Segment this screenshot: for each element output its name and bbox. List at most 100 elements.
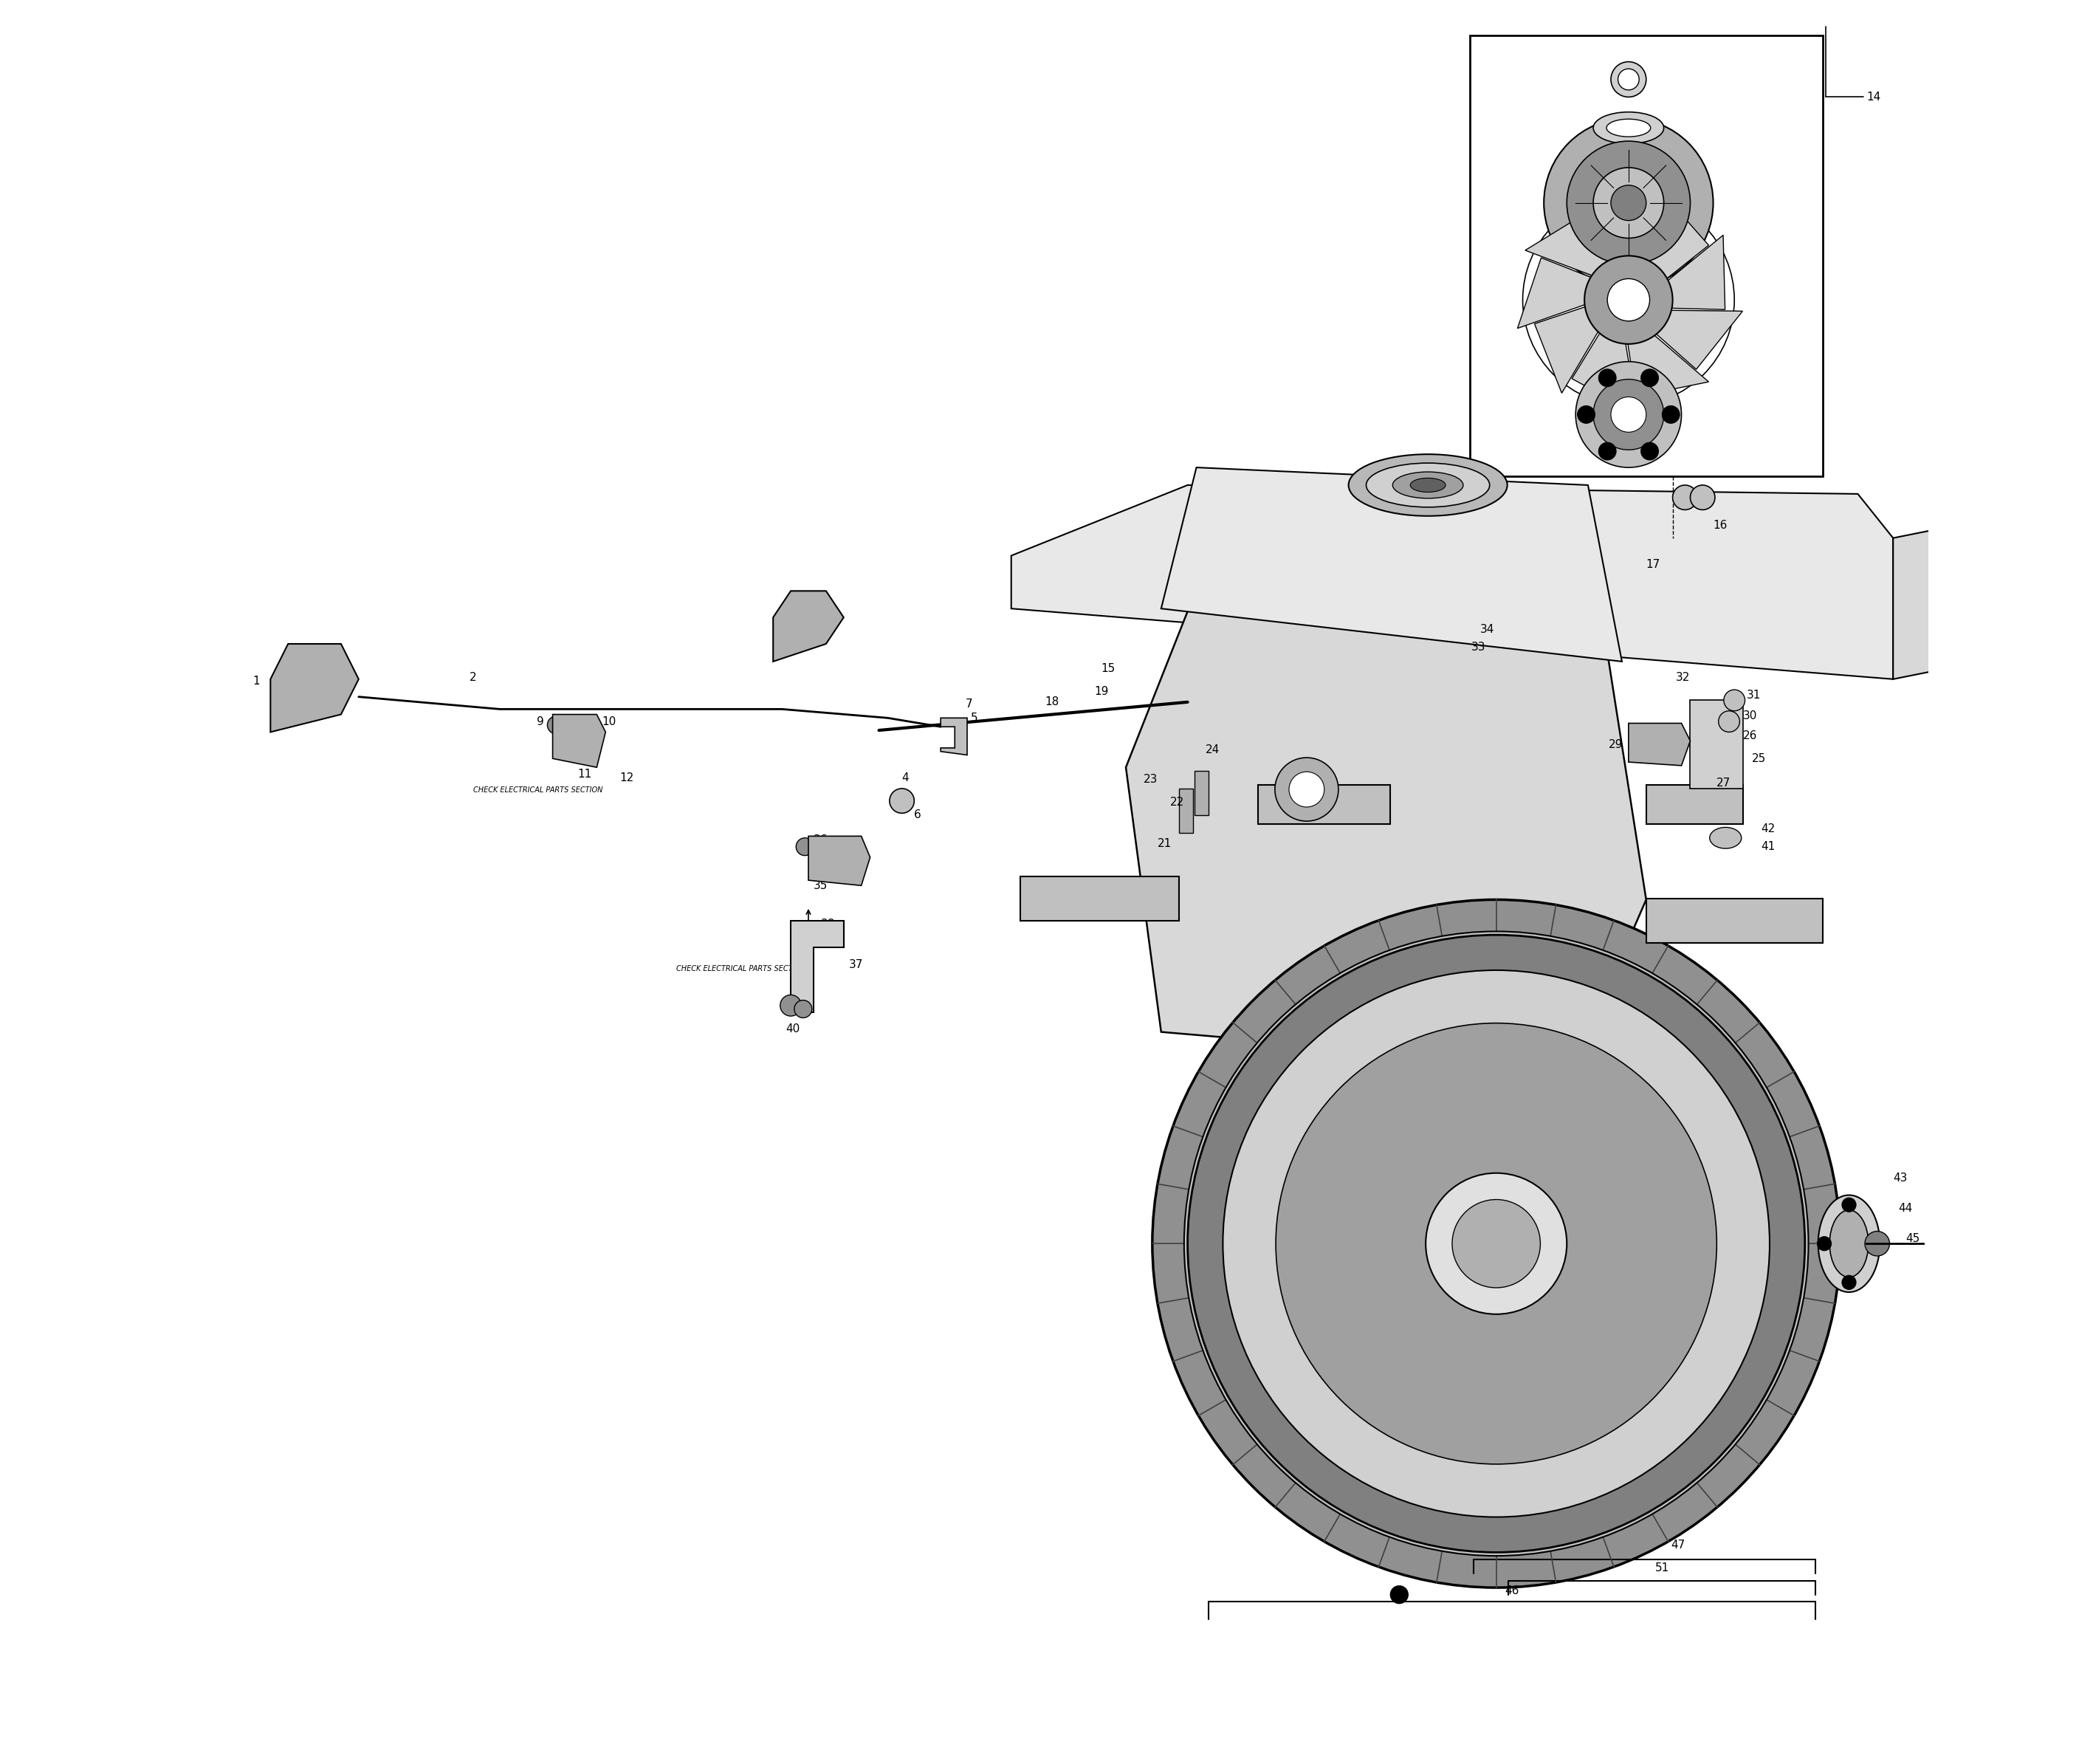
Polygon shape [940,718,967,755]
Polygon shape [270,644,358,732]
Text: 43: 43 [1892,1173,1907,1184]
Circle shape [1578,406,1595,423]
Circle shape [1289,773,1325,808]
Circle shape [1612,397,1647,432]
Text: 23: 23 [1143,774,1157,785]
Circle shape [1612,62,1647,97]
Circle shape [1865,1231,1890,1256]
Text: 17: 17 [1645,559,1660,570]
Text: CHECK ELECTRICAL PARTS SECTION: CHECK ELECTRICAL PARTS SECTION [473,787,603,794]
Circle shape [1599,369,1616,386]
Circle shape [1277,1023,1716,1464]
Circle shape [795,838,814,856]
Circle shape [1672,485,1697,510]
Circle shape [1842,1275,1856,1289]
Polygon shape [1628,723,1691,766]
Text: 15: 15 [1101,663,1116,674]
Ellipse shape [1593,113,1664,145]
Bar [1195,771,1210,815]
Circle shape [1612,185,1647,220]
Text: 12: 12 [620,773,634,783]
Bar [1691,700,1743,789]
Circle shape [890,789,915,813]
Circle shape [1187,935,1804,1552]
Text: 24: 24 [1206,744,1220,755]
Circle shape [1725,690,1746,711]
Text: 19: 19 [1095,686,1109,697]
Text: 44: 44 [1898,1203,1913,1214]
Circle shape [1390,1586,1409,1603]
Text: 32: 32 [1676,672,1691,683]
Circle shape [1568,141,1691,265]
Circle shape [1718,711,1739,732]
Circle shape [1817,1237,1831,1251]
Ellipse shape [1829,1210,1869,1277]
Polygon shape [1643,310,1743,369]
Circle shape [1618,69,1639,90]
Text: 18: 18 [1044,697,1059,707]
Circle shape [548,716,565,734]
Text: 47: 47 [1670,1540,1685,1551]
Bar [1647,900,1823,944]
Text: 33: 33 [1471,642,1486,653]
Text: 41: 41 [1760,841,1775,852]
Text: 40: 40 [785,1023,800,1034]
Text: 6: 6 [915,810,921,820]
Text: 3: 3 [772,619,781,630]
Ellipse shape [1607,118,1651,138]
Text: 42: 42 [1760,824,1775,834]
Polygon shape [1011,485,1892,679]
Text: 8: 8 [561,748,569,759]
Bar [1178,789,1193,833]
Text: 51: 51 [1656,1563,1668,1573]
Ellipse shape [1411,478,1446,492]
Circle shape [1584,256,1672,344]
Ellipse shape [1348,455,1507,515]
Text: 2: 2 [469,672,477,683]
Polygon shape [1534,302,1607,393]
Circle shape [1641,443,1658,460]
Circle shape [1691,485,1714,510]
Circle shape [1593,379,1664,450]
Text: 34: 34 [1480,624,1494,635]
Bar [1647,785,1743,824]
Circle shape [1842,1198,1856,1212]
Polygon shape [1580,196,1656,277]
Polygon shape [1517,258,1607,328]
Text: 5: 5 [971,713,977,723]
Circle shape [1607,279,1649,321]
Polygon shape [553,714,605,767]
Circle shape [793,1000,812,1018]
Circle shape [1425,1173,1568,1314]
Text: 46: 46 [1505,1586,1520,1596]
Circle shape [1275,759,1337,822]
Circle shape [1222,970,1769,1517]
Bar [1258,785,1390,824]
Text: 30: 30 [1743,711,1758,721]
Text: 36: 36 [814,834,829,845]
Polygon shape [772,591,843,662]
Ellipse shape [1392,473,1463,499]
Text: 45: 45 [1905,1233,1919,1244]
Circle shape [1545,118,1714,288]
Text: 26: 26 [1743,730,1758,741]
Text: 7: 7 [965,699,973,709]
Text: 22: 22 [1170,797,1185,808]
Text: 1: 1 [253,676,260,686]
Circle shape [1662,406,1681,423]
Circle shape [1867,1237,1882,1251]
Circle shape [1153,900,1840,1588]
Text: 4: 4 [902,773,908,783]
Circle shape [781,995,802,1016]
Text: 38: 38 [820,919,835,930]
Polygon shape [1643,189,1708,289]
Polygon shape [1626,323,1708,397]
Text: 9: 9 [536,716,544,727]
Text: 37: 37 [850,960,862,970]
Polygon shape [1653,235,1725,309]
Text: 10: 10 [603,716,615,727]
Circle shape [1641,369,1658,386]
Bar [1019,877,1178,921]
Polygon shape [808,836,871,886]
Polygon shape [1526,212,1622,282]
